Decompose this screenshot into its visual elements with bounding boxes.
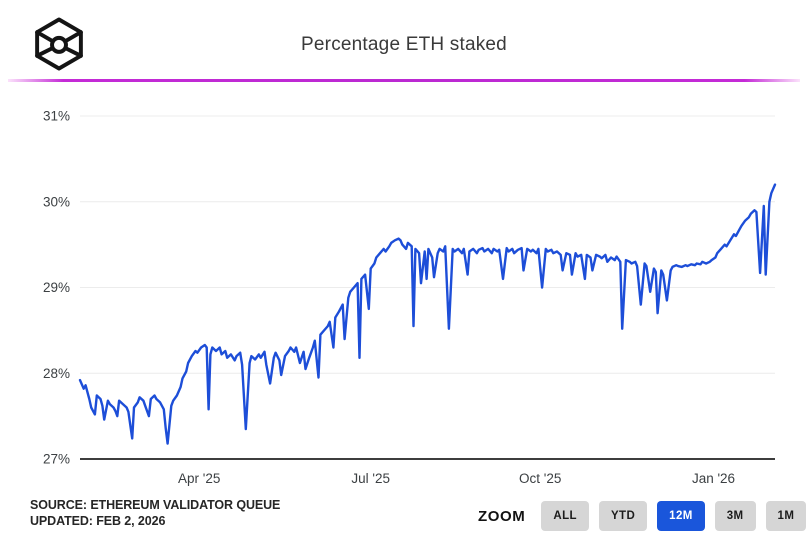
zoom-button-all[interactable]: ALL [541,501,589,531]
page-title: Percentage ETH staked [301,34,507,55]
site-logo-icon[interactable] [30,16,88,72]
zoom-button-ytd[interactable]: YTD [598,501,648,531]
y-axis-label: 31% [43,109,70,124]
zoom-label: ZOOM [478,507,526,525]
x-axis-label: Oct '25 [519,471,561,486]
zoom-button-12m[interactable]: 12M [657,501,705,531]
zoom-button-3m[interactable]: 3M [714,501,756,531]
header-divider [8,79,800,82]
y-axis-label: 29% [43,280,70,295]
x-axis-label: Jul '25 [351,471,390,486]
zoom-button-group: ALL YTD 12M 3M 1M [541,501,807,531]
source-label: SOURCE: ETHEREUM VALIDATOR QUEUE [30,498,281,512]
y-axis-label: 30% [43,194,70,209]
y-axis-label: 27% [43,452,70,467]
eth-staked-series-line [78,183,777,445]
zoom-button-1m[interactable]: 1M [765,501,807,531]
x-axis-label: Apr '25 [178,471,220,486]
y-axis-label: 28% [43,366,70,381]
x-axis-label: Jan '26 [692,471,735,486]
chart-footer-text: SOURCE: ETHEREUM VALIDATOR QUEUE UPDATED… [30,497,280,529]
zoom-controls: ZOOM ALL YTD 12M 3M 1M [478,501,807,531]
updated-label: UPDATED: FEB 2, 2026 [30,514,166,528]
